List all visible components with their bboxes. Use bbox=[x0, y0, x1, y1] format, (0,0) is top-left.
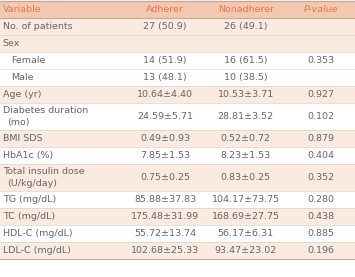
Text: 16 (61.5): 16 (61.5) bbox=[224, 56, 268, 65]
Text: Nonadherer: Nonadherer bbox=[218, 5, 274, 14]
Bar bbox=[0, 208, 355, 225]
Text: HDL-C (mg/dL): HDL-C (mg/dL) bbox=[3, 229, 72, 238]
Bar bbox=[0, 69, 355, 86]
Text: 0.49±0.93: 0.49±0.93 bbox=[140, 134, 190, 143]
Text: Female: Female bbox=[11, 56, 45, 65]
Text: (mo): (mo) bbox=[7, 118, 29, 127]
Bar bbox=[0, 52, 355, 69]
Bar bbox=[0, 242, 355, 259]
Text: 26 (49.1): 26 (49.1) bbox=[224, 22, 268, 31]
Bar bbox=[0, 18, 355, 35]
Text: Adherer: Adherer bbox=[146, 5, 184, 14]
Text: Age (yr): Age (yr) bbox=[3, 90, 41, 99]
Text: 8.23±1.53: 8.23±1.53 bbox=[221, 151, 271, 160]
Text: 0.52±0.72: 0.52±0.72 bbox=[221, 134, 271, 143]
Text: 0.280: 0.280 bbox=[308, 195, 335, 204]
Text: 0.352: 0.352 bbox=[308, 173, 335, 182]
Bar bbox=[0, 103, 355, 130]
Text: TG (mg/dL): TG (mg/dL) bbox=[3, 195, 56, 204]
Text: 0.196: 0.196 bbox=[308, 246, 335, 255]
Text: 0.885: 0.885 bbox=[308, 229, 335, 238]
Text: TC (mg/dL): TC (mg/dL) bbox=[3, 212, 55, 221]
Text: 0.75±0.25: 0.75±0.25 bbox=[140, 173, 190, 182]
Bar bbox=[0, 225, 355, 242]
Text: 10.53±3.71: 10.53±3.71 bbox=[218, 90, 274, 99]
Text: 0.438: 0.438 bbox=[308, 212, 335, 221]
Text: Male: Male bbox=[11, 73, 33, 82]
Text: 85.88±37.83: 85.88±37.83 bbox=[134, 195, 196, 204]
Text: Variable: Variable bbox=[3, 5, 42, 14]
Text: 0.102: 0.102 bbox=[308, 112, 335, 121]
Text: 10 (38.5): 10 (38.5) bbox=[224, 73, 268, 82]
Text: 0.927: 0.927 bbox=[308, 90, 335, 99]
Bar bbox=[0, 164, 355, 191]
Text: 55.72±13.74: 55.72±13.74 bbox=[134, 229, 196, 238]
Text: 0.404: 0.404 bbox=[308, 151, 335, 160]
Bar bbox=[0, 86, 355, 103]
Text: 28.81±3.52: 28.81±3.52 bbox=[218, 112, 274, 121]
Text: 168.69±27.75: 168.69±27.75 bbox=[212, 212, 280, 221]
Text: 7.85±1.53: 7.85±1.53 bbox=[140, 151, 190, 160]
Text: 0.879: 0.879 bbox=[308, 134, 335, 143]
Text: LDL-C (mg/dL): LDL-C (mg/dL) bbox=[3, 246, 71, 255]
Text: No. of patients: No. of patients bbox=[3, 22, 72, 31]
Text: 10.64±4.40: 10.64±4.40 bbox=[137, 90, 193, 99]
Bar bbox=[0, 191, 355, 208]
Bar bbox=[0, 1, 355, 18]
Text: 175.48±31.99: 175.48±31.99 bbox=[131, 212, 199, 221]
Text: BMI SDS: BMI SDS bbox=[3, 134, 42, 143]
Text: Sex: Sex bbox=[3, 39, 20, 48]
Text: 0.83±0.25: 0.83±0.25 bbox=[221, 173, 271, 182]
Text: 14 (51.9): 14 (51.9) bbox=[143, 56, 187, 65]
Text: 24.59±5.71: 24.59±5.71 bbox=[137, 112, 193, 121]
Bar bbox=[0, 35, 355, 52]
Text: 102.68±25.33: 102.68±25.33 bbox=[131, 246, 199, 255]
Text: (U/kg/day): (U/kg/day) bbox=[7, 179, 57, 188]
Text: 93.47±23.02: 93.47±23.02 bbox=[215, 246, 277, 255]
Bar bbox=[0, 147, 355, 164]
Text: 104.17±73.75: 104.17±73.75 bbox=[212, 195, 280, 204]
Text: Diabetes duration: Diabetes duration bbox=[3, 106, 88, 115]
Text: 27 (50.9): 27 (50.9) bbox=[143, 22, 187, 31]
Text: P-value: P-value bbox=[304, 5, 339, 14]
Text: HbA1c (%): HbA1c (%) bbox=[3, 151, 53, 160]
Text: 0.353: 0.353 bbox=[308, 56, 335, 65]
Text: 13 (48.1): 13 (48.1) bbox=[143, 73, 187, 82]
Bar bbox=[0, 130, 355, 147]
Text: Total insulin dose: Total insulin dose bbox=[3, 167, 84, 176]
Text: 56.17±6.31: 56.17±6.31 bbox=[218, 229, 274, 238]
